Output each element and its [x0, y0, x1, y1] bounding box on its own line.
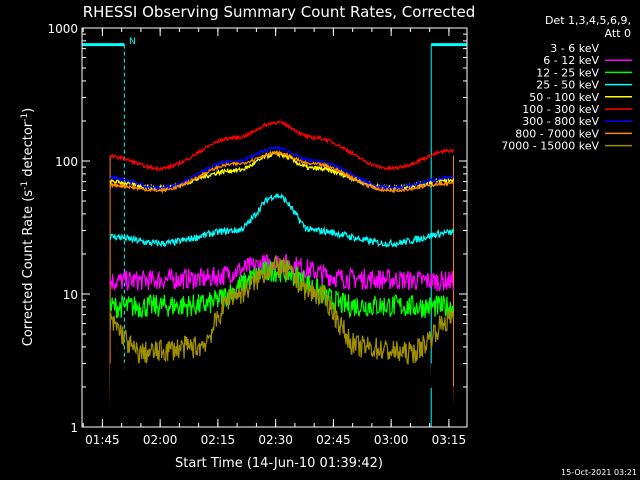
legend-entry-label: 300 - 800 keV	[522, 115, 599, 128]
series-line-800-7000kev	[109, 149, 454, 195]
y-axis-label-end: )	[21, 108, 36, 113]
plot-area	[82, 43, 467, 428]
y-tick-label: 1000	[47, 22, 78, 36]
plot-frame	[81, 27, 468, 428]
x-axis-label: Start Time (14-Jun-10 01:39:42)	[175, 456, 383, 471]
y-axis-label-sup1: -1	[20, 181, 30, 190]
x-tick-label: 02:00	[143, 433, 178, 447]
legend-header-2: Att 0	[605, 27, 631, 40]
legend-entry-label: 12 - 25 keV	[536, 66, 599, 79]
legend-entry-label: 6 - 12 keV	[543, 54, 599, 67]
y-axis-label: Corrected Count Rate (s-1 detector-1)	[20, 108, 36, 346]
y-axis-label-mid: detector	[21, 121, 36, 181]
series-line-100-300kev	[109, 119, 455, 172]
series-line-25-50kev	[109, 193, 455, 248]
legend-entry-label: 800 - 7000 keV	[515, 127, 599, 140]
night-flag-label: N	[129, 37, 136, 47]
x-tick-label: 02:45	[316, 433, 351, 447]
y-tick-label: 100	[55, 155, 78, 169]
series-line-50-100kev	[109, 150, 455, 192]
x-tick-label: 01:45	[85, 433, 120, 447]
chart-title: RHESSI Observing Summary Count Rates, Co…	[83, 3, 476, 21]
series-line-7000-15000kev	[109, 255, 455, 365]
x-tick-label: 02:30	[258, 433, 293, 447]
legend-entry-label: 50 - 100 keV	[529, 91, 599, 104]
x-tick-label: 03:15	[432, 433, 467, 447]
series-line-300-800kev	[109, 145, 454, 192]
x-axis-ticks: 01:45 02:00 02:15 02:30 02:45 03:00 03:15	[82, 28, 467, 447]
y-tick-label: 1	[70, 421, 78, 435]
legend-header-1: Det 1,3,4,5,6,9,	[545, 14, 631, 27]
y-axis-label-sup2: -1	[20, 113, 30, 122]
legend-entry-label: 100 - 300 keV	[522, 103, 599, 116]
y-axis-label-main: Corrected Count Rate (s	[21, 190, 36, 347]
x-tick-label: 03:00	[374, 433, 409, 447]
legend-entry-label: 7000 - 15000 keV	[501, 140, 599, 153]
y-tick-label: 10	[63, 288, 78, 302]
footer-timestamp: 15-Oct-2021 03:21	[561, 468, 637, 477]
x-tick-label: 02:15	[201, 433, 236, 447]
legend-entry-label: 3 - 6 keV	[550, 42, 599, 55]
legend-entry-label: 25 - 50 keV	[536, 79, 599, 92]
